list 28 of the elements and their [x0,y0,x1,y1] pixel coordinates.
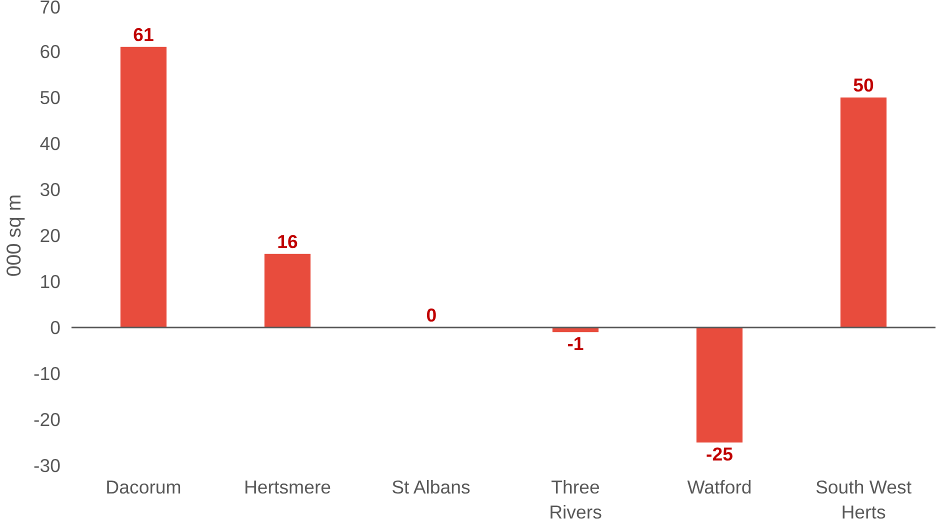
bar [120,46,167,328]
y-tick-label: -20 [34,409,61,430]
bar [840,98,887,328]
y-tick-label: -30 [34,455,61,476]
y-tick-label: 0 [50,317,61,338]
x-tick-label: Dacorum [106,476,182,498]
bar [696,328,743,442]
x-tick-label: Hertsmere [244,476,332,498]
data-label: 61 [133,24,154,45]
data-label: 0 [426,304,437,326]
y-tick-label: 50 [40,87,61,108]
y-tick-label: 70 [40,0,61,18]
y-axis-title: 000 sq m [4,194,26,277]
data-label: -25 [706,444,733,464]
x-tick-label: St Albans [392,476,470,498]
data-label: 16 [277,230,298,252]
y-tick-label: 10 [40,271,61,292]
y-tick-label: -10 [34,363,61,384]
y-tick-label: 40 [40,133,61,154]
x-tick-label: Watford [687,476,752,498]
data-label: -1 [567,333,584,354]
x-tick-label: South West Herts [815,476,912,523]
data-label: 50 [853,74,874,96]
y-tick-label: 60 [40,41,61,62]
x-tick-label: Three Rivers [549,476,602,523]
bar [264,254,311,328]
y-tick-label: 20 [40,225,61,246]
y-tick-label: 30 [40,179,61,200]
